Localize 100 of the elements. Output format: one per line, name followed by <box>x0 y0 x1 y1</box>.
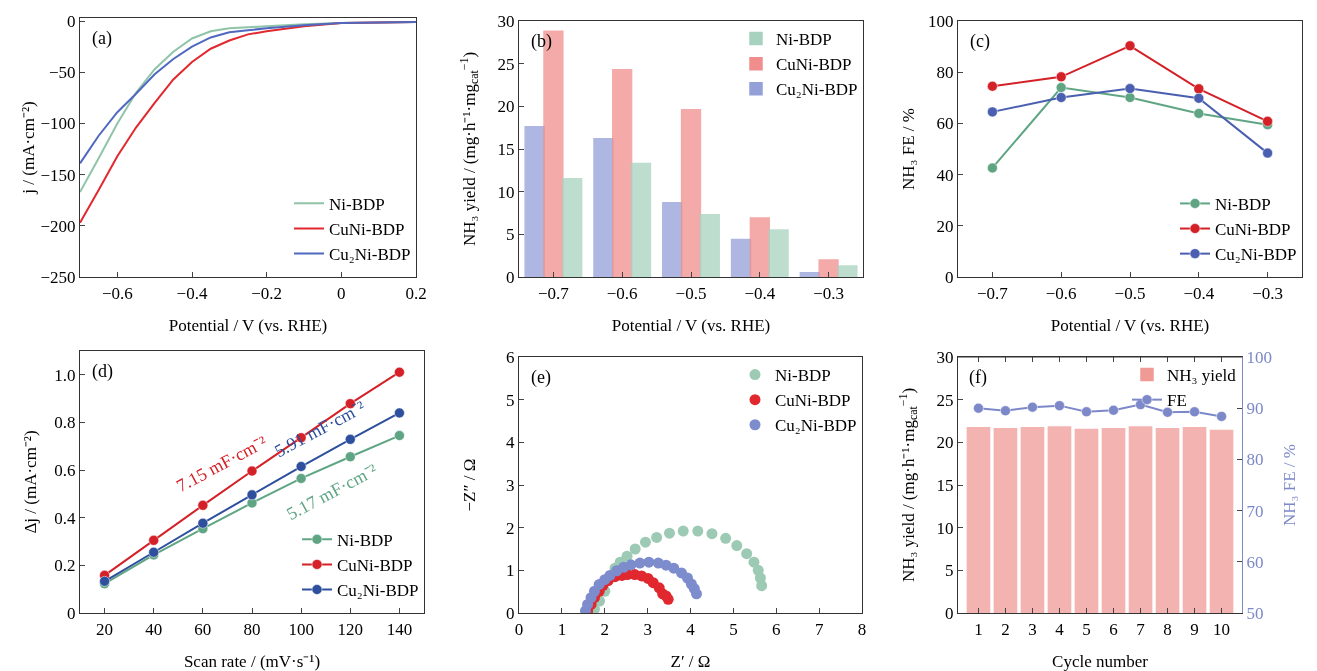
y-tick-label: 6 <box>506 347 515 367</box>
y-axis-title: −Z″ / Ω <box>459 458 479 512</box>
y-tick-label: 0.8 <box>54 413 76 433</box>
x-tick-label: −0.5 <box>1114 283 1146 303</box>
y-tick-label: 100 <box>928 11 954 31</box>
y-tick-label: −150 <box>40 165 76 185</box>
x-tick-label: −0.4 <box>744 283 776 303</box>
x-tick-label: 40 <box>145 619 163 639</box>
x-tick-label: 2 <box>600 619 609 639</box>
y-tick-label: 4 <box>506 433 515 453</box>
legend-label: Ni-BDP <box>775 366 831 386</box>
x-axis-title: Z′ / Ω <box>670 652 711 671</box>
y-tick-label: −50 <box>48 63 76 83</box>
y-tick-label: 0 <box>67 12 76 32</box>
y-tick-label: 25 <box>936 390 954 410</box>
legend-label: Ni-BDP <box>337 530 393 550</box>
annotation: (b) <box>531 31 552 52</box>
annotation: (a) <box>92 28 112 49</box>
y2-tick-label: 60 <box>1246 552 1264 572</box>
x-tick-label: 5 <box>1082 619 1091 639</box>
legend-label: CuNi-BDP <box>1215 220 1291 240</box>
y-tick-label: 3 <box>506 475 515 495</box>
x-tick-label: 80 <box>243 619 261 639</box>
legend-label: Cu₂Ni-BDP <box>329 245 411 265</box>
y-tick-label: 0 <box>506 267 515 287</box>
x-tick-label: 9 <box>1190 619 1199 639</box>
x-tick-label: −0.3 <box>813 283 845 303</box>
y-tick-label: 40 <box>936 165 954 185</box>
legend-label: FE <box>1167 391 1187 411</box>
y-tick-label: 0.6 <box>54 461 76 481</box>
x-axis-title: Potential / V (vs. RHE) <box>168 316 328 335</box>
x-tick-label: 2 <box>1001 619 1010 639</box>
legend-label: CuNi-BDP <box>329 220 405 240</box>
y2-tick-label: 70 <box>1246 501 1264 521</box>
legend-label: CuNi-BDP <box>775 391 851 411</box>
annotation: (e) <box>531 367 551 388</box>
legend-label: Cu₂Ni-BDP <box>776 80 858 100</box>
y-tick-label: 25 <box>497 54 515 74</box>
x-tick-label: −0.4 <box>1183 283 1215 303</box>
y-tick-label: −200 <box>40 216 76 236</box>
y-tick-label: 5 <box>945 561 954 581</box>
y-tick-label: 60 <box>936 114 954 134</box>
x-tick-label: 60 <box>194 619 212 639</box>
x-tick-label: 5 <box>729 619 738 639</box>
x-tick-label: 4 <box>1055 619 1065 639</box>
legend-label: CuNi-BDP <box>337 556 413 576</box>
x-tick-label: 3 <box>643 619 652 639</box>
legend-label: NH₃ yield <box>1167 366 1237 386</box>
x-tick-label: 120 <box>337 619 364 639</box>
annotation: (d) <box>92 361 113 382</box>
y-axis-title: j / (mA·cm⁻²) <box>19 101 39 195</box>
x-axis-title: Potential / V (vs. RHE) <box>611 316 771 335</box>
annotation: (f) <box>969 367 987 388</box>
x-tick-label: −0.6 <box>606 283 638 303</box>
y-tick-label: 1.0 <box>54 365 76 385</box>
x-tick-label: −0.3 <box>1252 283 1284 303</box>
x-tick-label: 20 <box>96 619 114 639</box>
y2-tick-label: 50 <box>1246 603 1264 623</box>
x-tick-label: −0.6 <box>101 283 133 303</box>
y-tick-label: 20 <box>497 97 515 117</box>
y2-tick-label: 90 <box>1246 399 1264 419</box>
x-tick-label: 1 <box>974 619 983 639</box>
y-tick-label: 15 <box>936 475 954 495</box>
x-tick-label: 7 <box>814 619 824 639</box>
legend-label: Ni-BDP <box>1215 195 1271 215</box>
legend-label: Ni-BDP <box>776 30 832 50</box>
y-tick-label: 10 <box>936 518 954 538</box>
x-tick-label: 0.2 <box>405 283 427 303</box>
y-tick-label: 1 <box>506 561 515 581</box>
y-axis-title: NH₃ FE / % <box>898 108 918 190</box>
legend-label: Ni-BDP <box>329 195 385 214</box>
x-tick-label: 0 <box>337 283 346 303</box>
y2-tick-label: 100 <box>1246 347 1272 367</box>
y-tick-label: −250 <box>40 267 76 287</box>
legend-label: Cu₂Ni-BDP <box>337 581 419 601</box>
x-tick-label: −0.5 <box>675 283 707 303</box>
y-tick-label: 30 <box>936 347 954 367</box>
legend-label: CuNi-BDP <box>776 55 852 75</box>
y-tick-label: 0.2 <box>54 556 76 576</box>
x-tick-label: 6 <box>772 619 781 639</box>
x-tick-label: 8 <box>1163 619 1172 639</box>
x-axis-title: Potential / V (vs. RHE) <box>1050 316 1210 335</box>
x-tick-label: −0.7 <box>537 283 570 303</box>
y-tick-label: 10 <box>497 182 515 202</box>
legend-label: Cu₂Ni-BDP <box>1215 245 1297 265</box>
y-tick-label: 0 <box>945 603 954 623</box>
x-tick-label: 6 <box>1109 619 1118 639</box>
y-tick-label: 0 <box>945 267 954 287</box>
x-axis-title: Cycle number <box>1052 652 1149 671</box>
y-tick-label: 80 <box>936 63 954 83</box>
y-tick-label: −100 <box>40 114 76 134</box>
x-tick-label: −0.6 <box>1045 283 1077 303</box>
legend-label: Cu₂Ni-BDP <box>775 416 857 436</box>
x-tick-label: 100 <box>288 619 314 639</box>
y-axis-title: Δj / (mA·cm⁻²) <box>20 430 40 534</box>
x-tick-label: 3 <box>1028 619 1037 639</box>
y-tick-label: 15 <box>497 139 515 159</box>
y-tick-label: 30 <box>497 11 515 31</box>
y2-axis-title: NH₃ FE / % <box>1279 444 1299 526</box>
y-tick-label: 0 <box>67 603 76 623</box>
